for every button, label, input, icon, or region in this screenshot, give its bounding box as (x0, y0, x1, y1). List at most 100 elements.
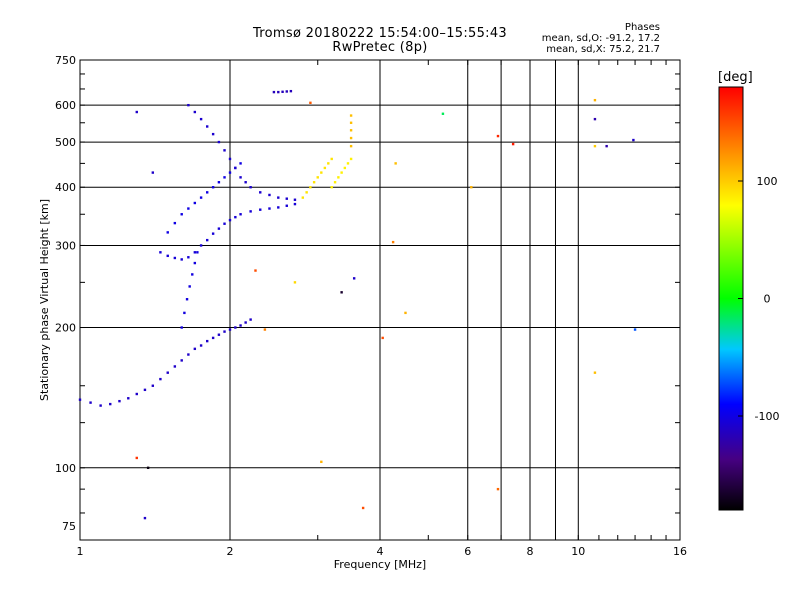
trace-point (346, 162, 350, 165)
scatter-point (593, 98, 597, 102)
y-axis-label: Stationary phase Virtual Height [km] (38, 199, 51, 401)
trace-point (333, 181, 337, 184)
chart-subtitle: RwPretec (8p) (332, 40, 428, 55)
trace-point (118, 399, 121, 403)
trace-point (234, 326, 237, 329)
trace-point (285, 204, 288, 207)
scatter-point (511, 142, 515, 146)
colorbar-tick-label: 0 (764, 293, 771, 306)
trace-point (305, 191, 308, 194)
trace-point (281, 90, 284, 93)
x-tick-label: 16 (673, 545, 687, 558)
x-tick-label: 6 (464, 545, 471, 558)
scatter-point (391, 240, 395, 244)
trace-point (223, 176, 226, 179)
trace-point (228, 328, 232, 331)
stats-x: mean, sd,X: 75.2, 21.7 (546, 44, 660, 55)
trace-point (285, 197, 288, 200)
trace-point (199, 344, 203, 347)
trace-point (268, 207, 271, 210)
trace-point (143, 388, 147, 392)
trace-point (223, 149, 226, 152)
y-tick-label: 600 (55, 99, 76, 112)
colorbar-tick-label: -100 (755, 410, 780, 423)
trace-point (205, 191, 209, 194)
trace-point (289, 89, 293, 93)
scatter-point (593, 371, 597, 374)
trace-point (211, 232, 215, 235)
trace-point (312, 181, 316, 184)
trace-point (330, 186, 333, 189)
scatter-point (309, 101, 312, 105)
trace-point (199, 196, 203, 199)
trace-point (285, 90, 288, 93)
trace-point (239, 176, 242, 179)
trace-point (211, 336, 215, 340)
trace-point (337, 176, 340, 179)
trace-point (249, 186, 252, 189)
trace-point (217, 227, 221, 230)
y-tick-label: 200 (55, 322, 76, 335)
scatter-point (593, 144, 597, 148)
trace-point (349, 144, 353, 148)
trace-point (349, 114, 353, 117)
chart-title: Tromsø 20180222 15:54:00–15:55:43 (252, 26, 508, 41)
x-tick-label: 2 (227, 545, 234, 558)
trace-point (193, 251, 197, 254)
trace-point (199, 117, 203, 121)
x-tick-label: 4 (377, 545, 384, 558)
trace-point (99, 404, 102, 407)
trace-point (239, 162, 242, 165)
trace-point (173, 365, 177, 368)
scatter-point (361, 506, 365, 510)
trace-point (193, 347, 197, 351)
trace-point (211, 132, 215, 136)
colorbar-title: [deg] (718, 70, 753, 85)
trace-point (239, 213, 242, 216)
trace-point (211, 186, 215, 189)
trace-point (259, 208, 262, 211)
trace-point (89, 401, 92, 404)
trace-point (159, 251, 162, 254)
x-axis-label: Frequency [MHz] (334, 558, 426, 571)
colorbar-tick-label: 100 (757, 175, 778, 188)
trace-point (277, 196, 280, 199)
scatter-point (633, 328, 637, 331)
trace-point (196, 251, 199, 254)
trace-point (217, 181, 221, 184)
trace-point (166, 371, 169, 374)
y-tick-label: 500 (55, 136, 76, 149)
trace-point (173, 256, 177, 260)
trace-point (249, 318, 252, 321)
trace-point (293, 198, 297, 201)
trace-point (272, 90, 276, 94)
trace-point (180, 326, 183, 329)
scatter-point (263, 328, 267, 331)
scatter-point (254, 269, 257, 272)
trace-point (187, 256, 190, 259)
trace-point (228, 171, 232, 174)
trace-point (316, 176, 319, 179)
scatter-point (394, 162, 397, 165)
trace-point (151, 384, 155, 387)
trace-point (234, 166, 237, 170)
y-tick-label: 300 (55, 239, 76, 252)
scatter-point (135, 456, 138, 460)
scatter-point (381, 336, 384, 340)
y-tick-label: 750 (55, 54, 76, 67)
trace-point (323, 166, 327, 170)
x-tick-label: 1 (77, 545, 84, 558)
scatter-point (496, 134, 500, 138)
trace-point (193, 201, 197, 205)
scatter-point (441, 112, 445, 115)
phase-stats: Phases mean, sd,O: -91.2, 17.2 mean, sd,… (542, 22, 660, 55)
trace-point (309, 186, 312, 189)
trace-point (183, 311, 186, 315)
trace-point (349, 157, 353, 161)
stats-o: mean, sd,O: -91.2, 17.2 (541, 33, 660, 44)
trace-point (135, 392, 138, 396)
trace-point (78, 398, 82, 401)
trace-point (205, 339, 209, 343)
trace-point (199, 244, 203, 247)
trace-point (185, 298, 189, 301)
